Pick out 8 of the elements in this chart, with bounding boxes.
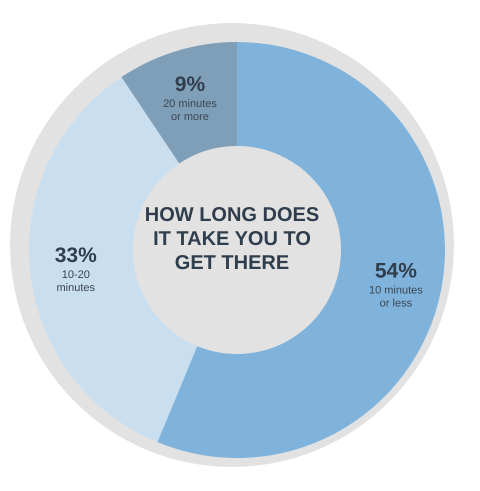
- text: HOW LONG DOES IT TAKE YOU TO GET THERE: [144, 204, 320, 274]
- data-label: 54%: [374, 260, 418, 283]
- data-label: 33%: [54, 244, 98, 267]
- slice-label: 20 minutes or more: [163, 98, 218, 123]
- slice-label: 10 minutes or less: [368, 284, 424, 310]
- data-label: 9%: [174, 72, 206, 96]
- donut-slice: [121, 42, 237, 164]
- slice-label: 10-20 minutes: [56, 268, 96, 294]
